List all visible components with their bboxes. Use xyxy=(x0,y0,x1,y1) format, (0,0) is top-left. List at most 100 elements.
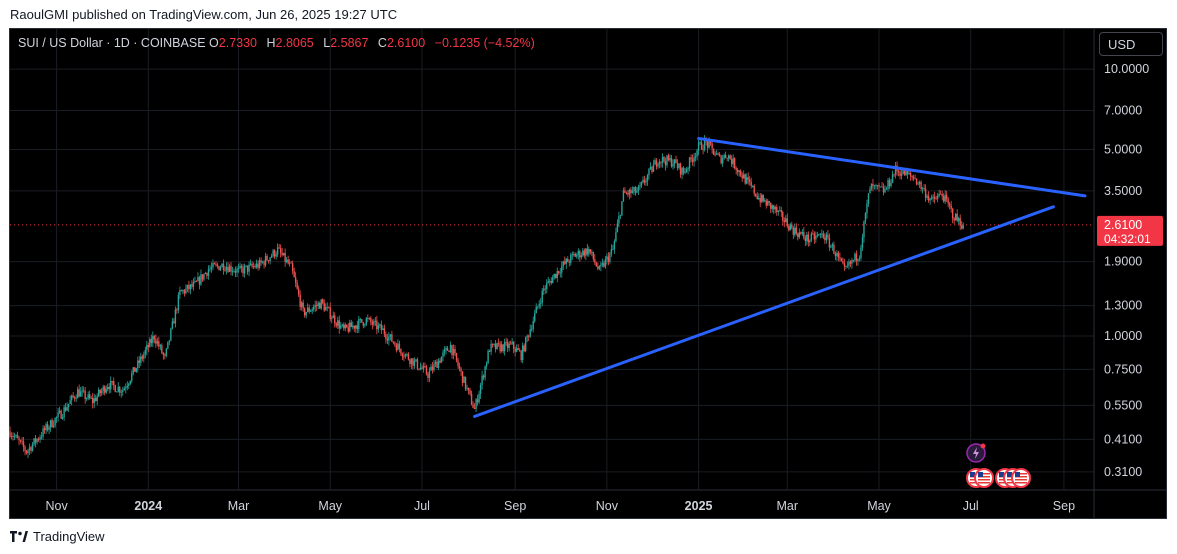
candle-body xyxy=(155,339,157,344)
candle-body xyxy=(454,348,456,354)
candle-body xyxy=(73,396,76,399)
candle-body xyxy=(306,307,309,313)
candle-body xyxy=(520,350,522,361)
candle-body xyxy=(63,407,65,418)
change-value: −0.1235 (−4.52%) xyxy=(434,36,535,50)
candle-body xyxy=(918,181,921,184)
candle-body xyxy=(424,366,426,368)
candle-body xyxy=(848,261,850,266)
candle-body xyxy=(873,185,876,187)
candle-body xyxy=(621,201,623,216)
candle-body xyxy=(445,347,447,350)
candle-body xyxy=(201,274,204,280)
candle-body xyxy=(236,268,238,273)
symbol-name[interactable]: SUI / US Dollar · 1D · COINBASE xyxy=(18,36,206,50)
candle-body xyxy=(660,161,662,163)
candle-body xyxy=(962,224,964,229)
candle-body xyxy=(409,359,411,365)
candle-body xyxy=(116,391,118,393)
candle-body xyxy=(246,265,249,272)
candle-body xyxy=(296,282,298,289)
candle-body xyxy=(771,205,773,209)
candle-body xyxy=(305,312,307,316)
candle-body xyxy=(762,194,764,202)
candle-body xyxy=(938,193,940,196)
candle-body xyxy=(355,325,357,329)
tradingview-logo[interactable]: TradingView xyxy=(10,529,105,544)
currency-button[interactable]: USD xyxy=(1099,32,1163,56)
candle-body xyxy=(129,380,131,384)
candle-body xyxy=(328,306,330,308)
candle-body xyxy=(561,266,563,273)
time-tick-label: Mar xyxy=(228,499,250,513)
candle-body xyxy=(37,438,40,440)
candle-body xyxy=(600,264,602,267)
candle-body xyxy=(476,399,479,403)
candle-body xyxy=(309,310,312,312)
candle-body xyxy=(487,350,489,364)
candle-body xyxy=(670,158,673,167)
candle-body xyxy=(10,436,13,437)
candle-body xyxy=(243,266,246,274)
candle-body xyxy=(353,325,355,329)
chart-panel[interactable] xyxy=(9,28,1167,519)
candle-body xyxy=(143,354,145,359)
candle-body xyxy=(192,282,195,287)
candle-body xyxy=(508,343,510,349)
candle-body xyxy=(391,334,393,342)
candle-body xyxy=(51,420,53,428)
candle-body xyxy=(233,271,235,272)
candle-body xyxy=(380,324,383,331)
candle-body xyxy=(425,367,428,375)
candle-body xyxy=(282,252,285,256)
candle-body xyxy=(496,342,498,350)
candle-body xyxy=(664,161,667,166)
candle-body xyxy=(714,154,716,156)
candle-body xyxy=(400,348,402,354)
candle-body xyxy=(917,183,919,185)
candle-body xyxy=(712,148,715,155)
candle-body xyxy=(571,253,573,255)
candle-body xyxy=(585,248,587,256)
candle-body xyxy=(612,249,614,250)
candle-body xyxy=(368,318,371,319)
us-flag-icon[interactable] xyxy=(974,468,994,488)
candle-body xyxy=(765,200,767,206)
candle-body xyxy=(237,267,240,269)
candle-body xyxy=(903,169,906,176)
candle-body xyxy=(209,268,211,270)
candle-body xyxy=(633,187,635,191)
candle-body xyxy=(900,173,903,176)
candle-body xyxy=(697,142,700,151)
candle-body xyxy=(930,197,933,199)
candle-body xyxy=(518,350,521,351)
candle-body xyxy=(845,266,847,267)
candle-body xyxy=(637,186,640,191)
candle-body xyxy=(141,356,144,359)
trendline-upper xyxy=(697,136,1087,198)
candle-body xyxy=(406,354,408,355)
us-flag-icon[interactable] xyxy=(1011,468,1031,488)
candle-body xyxy=(224,270,226,271)
candle-body xyxy=(60,410,62,419)
candle-body xyxy=(884,189,886,193)
candle-body xyxy=(195,281,198,282)
candle-body xyxy=(9,431,11,437)
candle-body xyxy=(479,384,482,394)
candle-body xyxy=(281,252,283,256)
candle-body xyxy=(249,263,252,265)
candle-body xyxy=(257,263,259,268)
candle-body xyxy=(715,153,718,155)
candle-body xyxy=(317,303,319,306)
candle-body xyxy=(188,284,190,290)
candle-body xyxy=(636,190,638,193)
candle-body xyxy=(905,171,907,176)
candle-body xyxy=(867,193,870,204)
candle-body xyxy=(194,281,196,283)
last-price-tag xyxy=(1097,215,1163,246)
candle-body xyxy=(413,360,416,366)
candle-body xyxy=(960,225,963,229)
candle-body xyxy=(149,339,151,348)
candle-body xyxy=(463,376,465,383)
